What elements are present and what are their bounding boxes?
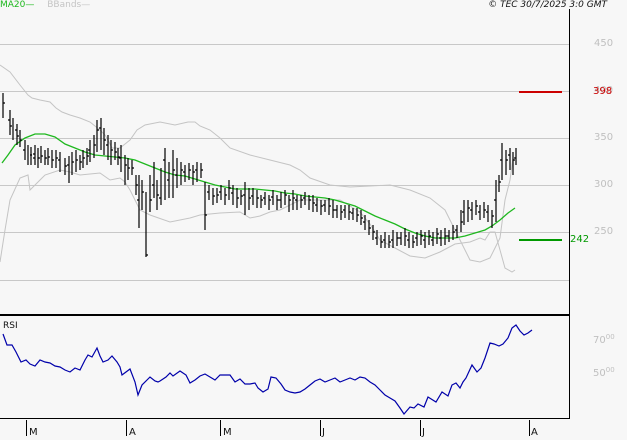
rsi-tick-70: 7000 <box>593 333 615 346</box>
copyright-timestamp: © TEC 30/7/2025 3:0 GMT <box>488 0 607 10</box>
support-level-label: 242 <box>570 234 590 245</box>
rsi-panel-label: RSI <box>3 321 18 331</box>
price-tick-450: 450 <box>594 38 614 49</box>
price-tick-350: 350 <box>594 132 614 143</box>
chart-legend: MA20— BBands— <box>0 0 90 11</box>
price-tick-250: 250 <box>594 226 614 237</box>
x-tick-may-2: M <box>223 427 232 438</box>
x-tick-april: A <box>129 427 136 438</box>
ohlc-bars <box>2 93 517 257</box>
x-axis-tick-marks <box>26 420 530 436</box>
legend-bbands: BBands— <box>47 0 91 10</box>
resistance-level-label: 398 <box>593 86 613 97</box>
x-tick-july: J <box>422 427 425 438</box>
price-gridlines <box>0 44 569 281</box>
x-tick-may: M <box>29 427 38 438</box>
price-tick-300: 300 <box>594 179 614 190</box>
x-tick-august: A <box>531 427 538 438</box>
x-tick-june: J <box>322 427 325 438</box>
price-tick-400: 400 <box>594 85 614 96</box>
legend-ma20: MA20— <box>0 0 35 10</box>
rsi-tick-50: 5000 <box>593 366 615 379</box>
rsi-line <box>2 324 533 415</box>
